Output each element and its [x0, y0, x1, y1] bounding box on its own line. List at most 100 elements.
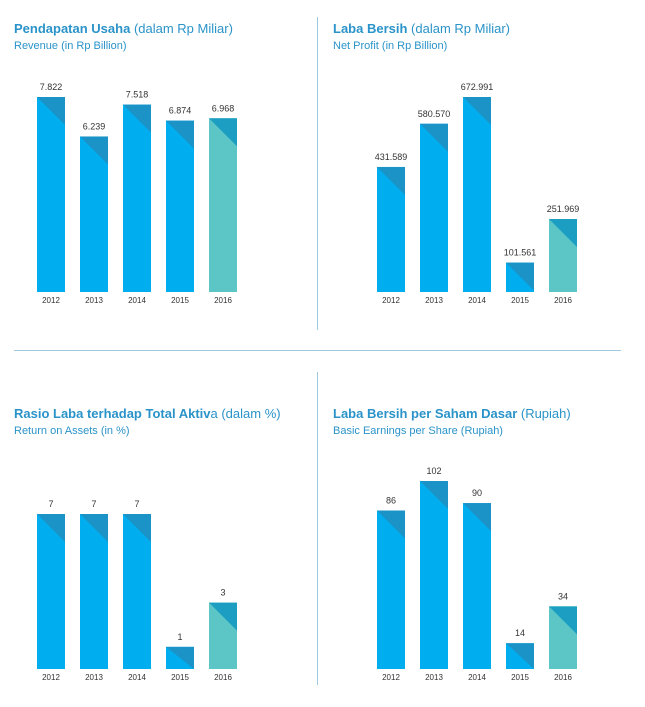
bar-corner-accent [209, 118, 237, 147]
bar-2013: 102 2013 [420, 466, 448, 682]
bar-rect [377, 510, 405, 669]
horizontal-divider [14, 350, 621, 351]
tick-label: 2016 [214, 296, 232, 305]
bar-2015: 101.561 2015 [504, 248, 537, 305]
bar-corner-accent [549, 218, 577, 247]
bar-2013: 6.239 2013 [80, 121, 108, 305]
bar-2014: 7.518 2014 [123, 90, 151, 305]
tick-label: 2014 [128, 296, 146, 305]
chart-subtitle-eps: Basic Earnings per Share (Rupiah) [333, 425, 503, 437]
data-label: 90 [472, 488, 482, 498]
bar-corner-accent [506, 643, 534, 669]
data-label: 102 [426, 466, 441, 476]
bar-2013: 7 2013 [80, 499, 108, 682]
bar-2016: 6.968 2016 [209, 103, 237, 305]
tick-label: 2012 [382, 673, 400, 682]
tick-label: 2013 [85, 296, 103, 305]
tick-label: 2015 [171, 296, 189, 305]
tick-label: 2016 [214, 673, 232, 682]
data-label: 251.969 [547, 204, 580, 214]
data-label: 431.589 [375, 152, 408, 162]
data-label: 7 [48, 499, 53, 509]
data-label: 580.570 [418, 109, 451, 119]
bar-corner-accent [420, 481, 448, 509]
data-label: 6.239 [83, 121, 106, 131]
chart-subtitle-revenue: Revenue (in Rp Billion) [14, 40, 127, 52]
data-label: 14 [515, 628, 525, 638]
bar-rect [80, 514, 108, 669]
bar-rect [209, 118, 237, 293]
bar-rect [37, 514, 65, 669]
chart-subtitle-roa: Return on Assets (in %) [14, 425, 130, 437]
data-label: 3 [220, 588, 225, 598]
bar-2012: 431.589 2012 [375, 152, 408, 305]
bar-rect [123, 104, 151, 293]
bar-corner-accent [166, 120, 194, 149]
bar-2016: 251.969 2016 [547, 204, 580, 305]
bar-2015: 1 2015 [166, 632, 194, 682]
tick-label: 2016 [554, 673, 572, 682]
chart-title-net-profit: Laba Bersih (dalam Rp Miliar) [333, 21, 510, 36]
bar-corner-accent [463, 503, 491, 532]
data-label: 86 [386, 495, 396, 505]
data-label: 672.991 [461, 82, 494, 92]
tick-label: 2013 [425, 296, 443, 305]
data-label: 101.561 [504, 248, 537, 258]
bar-rect [123, 514, 151, 669]
data-label: 34 [558, 591, 568, 601]
chart-title-revenue: Pendapatan Usaha (dalam Rp Miliar) [14, 21, 233, 36]
chart-title-roa: Rasio Laba terhadap Total Aktiva (dalam … [14, 406, 281, 421]
bar-rect [463, 97, 491, 292]
bar-2015: 14 2015 [506, 628, 534, 682]
chart-title-eps: Laba Bersih per Saham Dasar (Rupiah) [333, 406, 571, 421]
tick-label: 2013 [85, 673, 103, 682]
bar-corner-accent [37, 97, 65, 125]
tick-label: 2014 [468, 296, 486, 305]
bar-corner-accent [209, 602, 237, 631]
bar-corner-accent [80, 136, 108, 165]
bar-2016: 34 2016 [549, 591, 577, 682]
bar-rect [166, 120, 194, 293]
data-label: 1 [177, 632, 182, 642]
bar-corner-accent [80, 514, 108, 542]
bar-2015: 6.874 2015 [166, 106, 194, 305]
bar-2016: 3 2016 [209, 588, 237, 682]
vertical-divider-top [317, 17, 318, 330]
bar-2014: 672.991 2014 [461, 82, 494, 305]
bar-corner-accent [420, 123, 448, 152]
data-label: 7 [134, 499, 139, 509]
tick-label: 2015 [171, 673, 189, 682]
bar-2012: 7 2012 [37, 499, 65, 682]
tick-label: 2015 [511, 296, 529, 305]
tick-label: 2016 [554, 296, 572, 305]
chart-subtitle-net-profit: Net Profit (in Rp Billion) [333, 40, 448, 52]
bar-corner-accent [166, 646, 194, 669]
bar-rect [420, 481, 448, 669]
bar-rect [80, 136, 108, 292]
bar-2013: 580.570 2013 [418, 109, 451, 305]
data-label: 6.968 [212, 103, 235, 113]
bar-2012: 7.822 2012 [37, 82, 65, 305]
bar-corner-accent [123, 104, 151, 133]
bar-corner-accent [549, 606, 577, 635]
tick-label: 2012 [42, 296, 60, 305]
bar-corner-accent [506, 262, 534, 291]
tick-label: 2012 [42, 673, 60, 682]
bar-rect [420, 123, 448, 292]
bar-rect [37, 97, 65, 292]
tick-label: 2015 [511, 673, 529, 682]
bar-corner-accent [463, 97, 491, 125]
tick-label: 2014 [468, 673, 486, 682]
tick-label: 2013 [425, 673, 443, 682]
bar-corner-accent [37, 514, 65, 542]
bar-corner-accent [123, 514, 151, 542]
bar-2014: 7 2014 [123, 499, 151, 682]
tick-label: 2014 [128, 673, 146, 682]
bar-corner-accent [377, 166, 405, 195]
vertical-divider-bottom [317, 372, 318, 685]
data-label: 7 [91, 499, 96, 509]
bar-2014: 90 2014 [463, 488, 491, 682]
